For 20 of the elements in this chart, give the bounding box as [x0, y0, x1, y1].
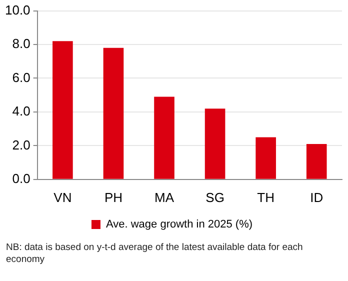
x-tick-label: ID: [310, 190, 324, 205]
x-tick-label: VN: [54, 190, 72, 205]
x-tick-label: TH: [257, 190, 274, 205]
bar: [52, 41, 73, 179]
x-tick-label: PH: [104, 190, 123, 205]
x-tick-label: MA: [154, 190, 174, 205]
bar: [256, 137, 276, 179]
bar: [204, 108, 226, 179]
text: NB: data is based on y-t-d average of the latest available data for each economy: [6, 242, 304, 266]
y-tick-label: 6.0: [12, 70, 30, 85]
y-tick-label: 0.0: [12, 170, 30, 186]
bar: [306, 144, 327, 179]
y-tick-label: 8.0: [12, 36, 30, 52]
x-tick-label: SG: [206, 190, 224, 205]
y-tick-label: 10.0: [4, 2, 30, 18]
y-tick-label: 4.0: [12, 104, 30, 119]
legend-label: Ave. wage growth in 2025 (%): [106, 218, 253, 231]
bar: [103, 48, 124, 179]
bar: [154, 96, 174, 179]
y-tick-label: 2.0: [12, 137, 30, 152]
